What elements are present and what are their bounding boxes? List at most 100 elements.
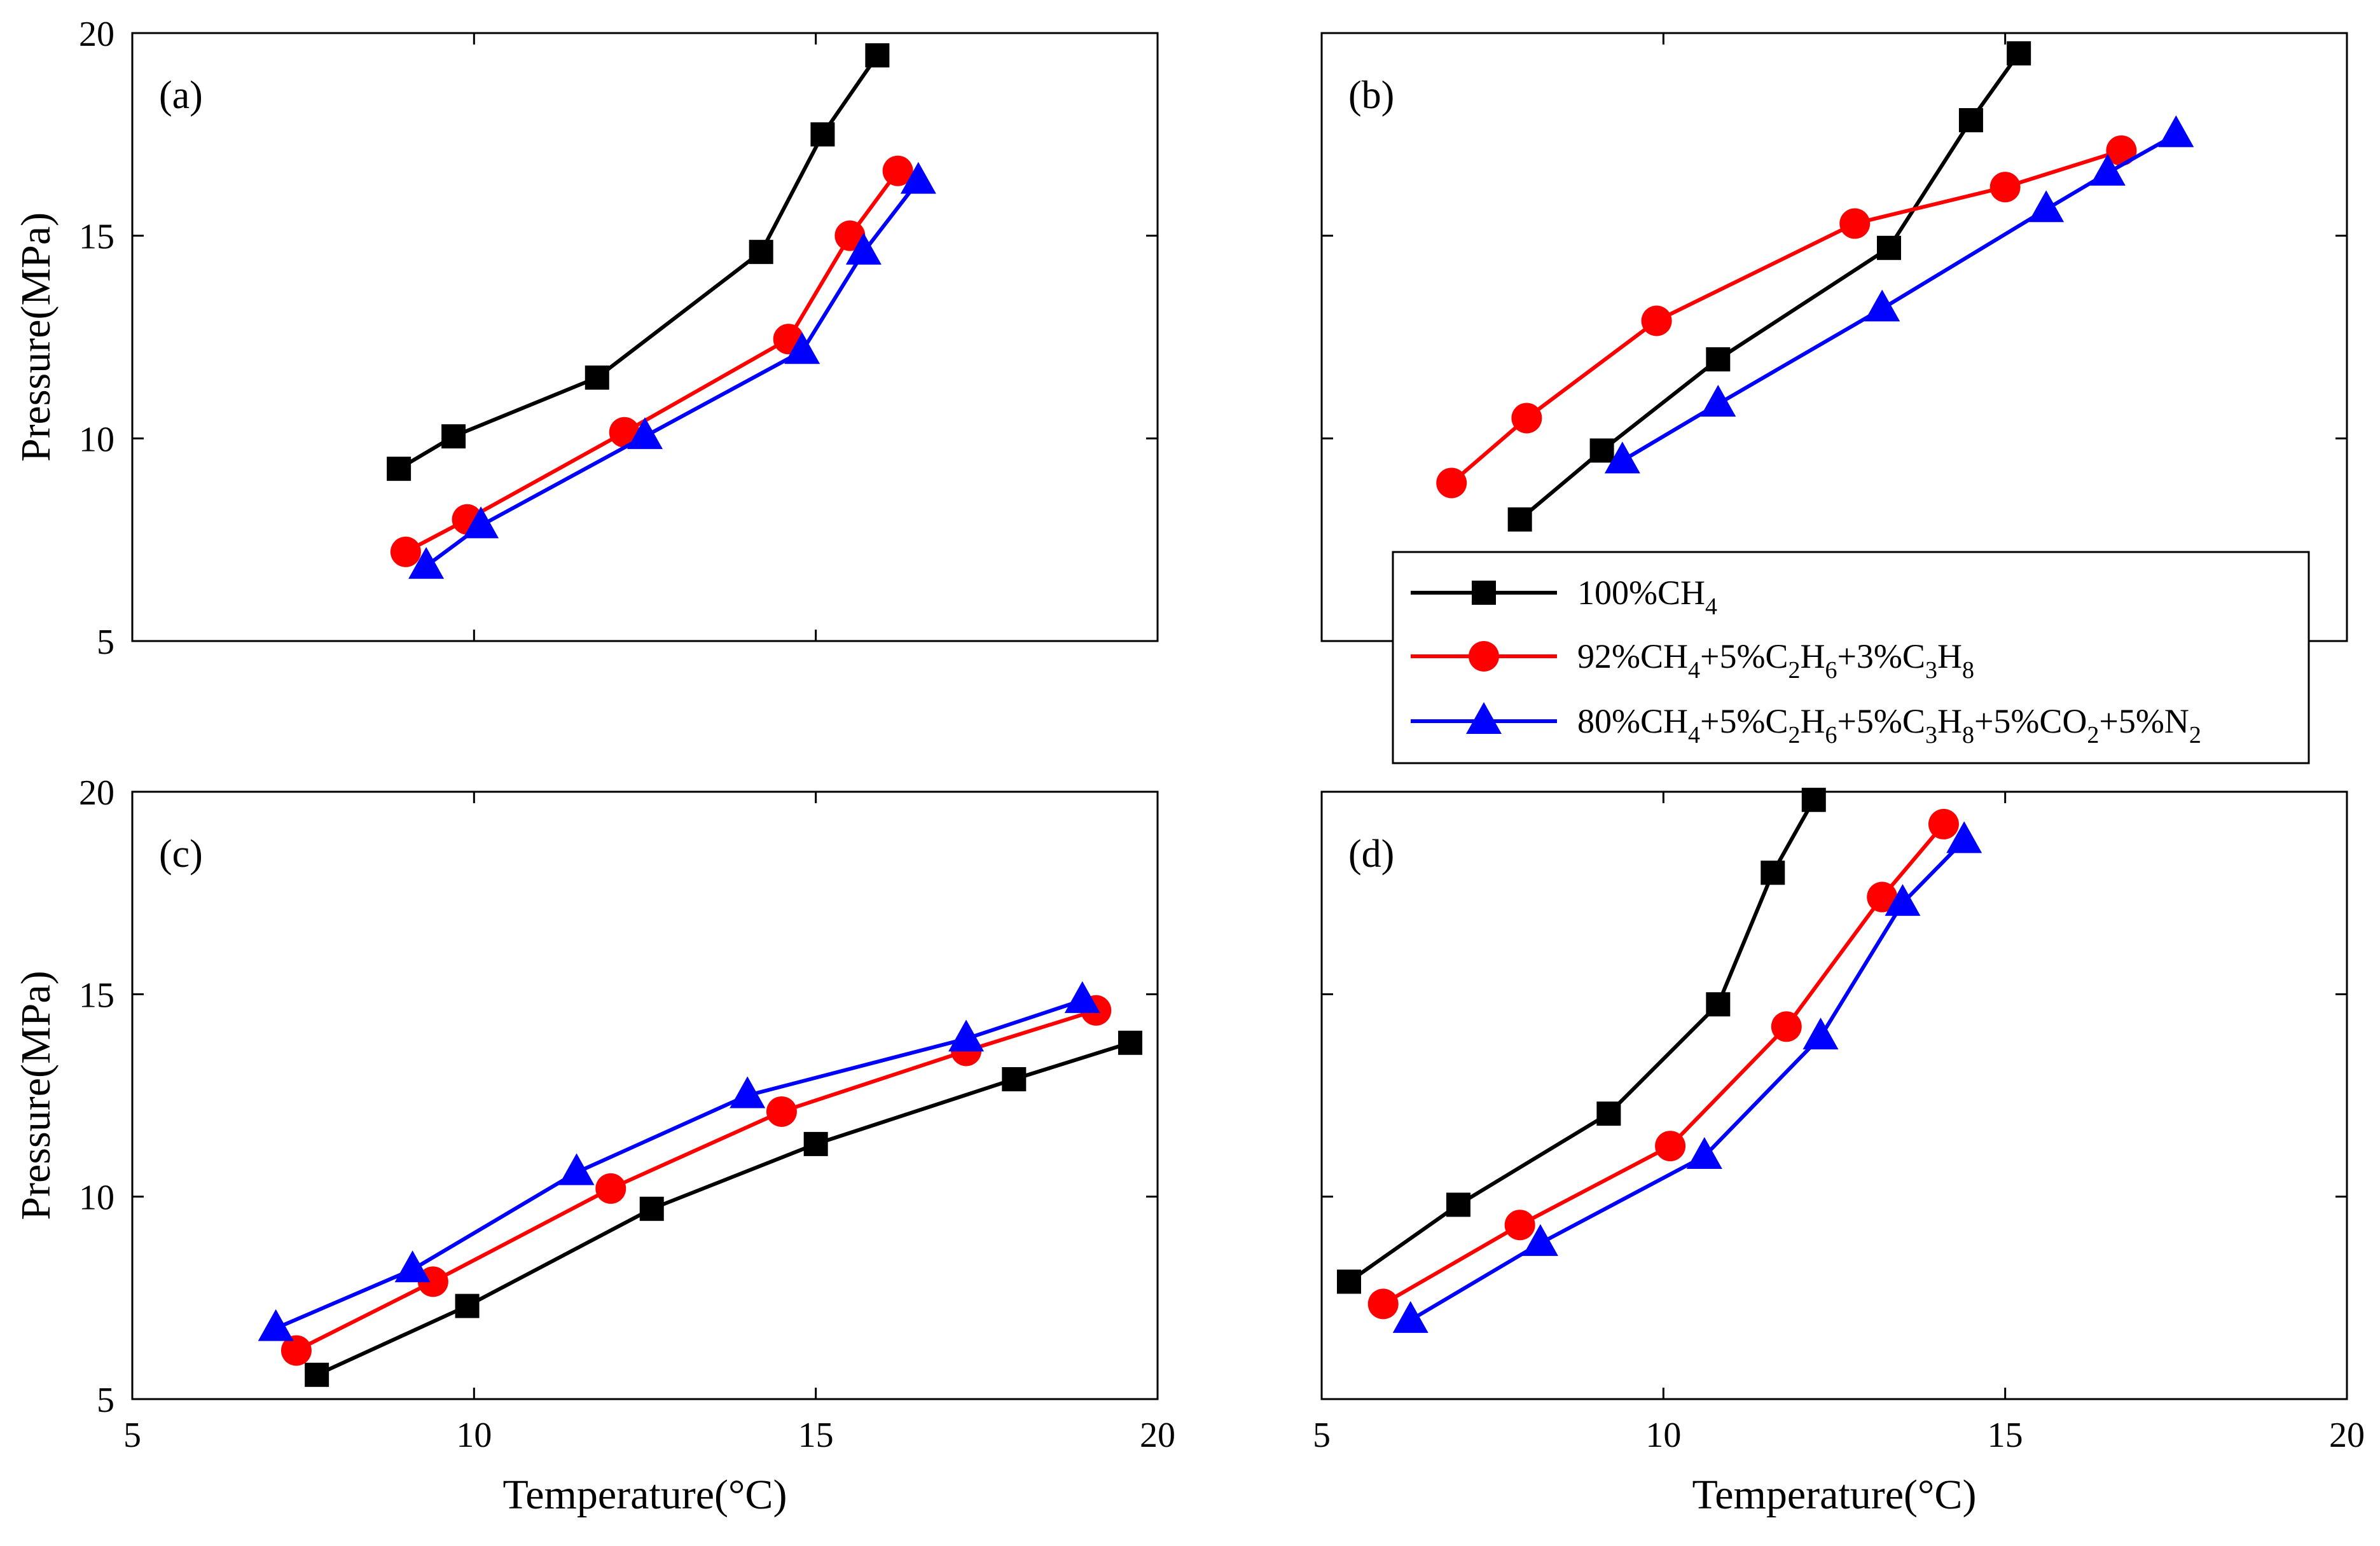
series-s2 (1367, 808, 1959, 1320)
axes-frame (1320, 790, 2348, 1400)
data-point (1507, 507, 1532, 532)
x-tick-label: 5 (1313, 1416, 1331, 1455)
y-tick-label: 15 (79, 976, 114, 1015)
data-point (1686, 1137, 1722, 1169)
y-tick-label: 20 (79, 773, 114, 813)
data-point (730, 1076, 766, 1108)
axes-frame (131, 790, 1159, 1400)
data-point (1522, 1224, 1558, 1256)
y-tick-label: 5 (97, 623, 114, 662)
data-point (1700, 385, 1736, 417)
data-point (1867, 881, 1898, 913)
data-point (609, 417, 640, 448)
y-tick-label: 15 (79, 217, 114, 257)
data-point (1511, 403, 1542, 434)
data-point (387, 457, 412, 481)
data-point (394, 1250, 431, 1283)
data-point (1928, 808, 1959, 839)
data-point (1802, 1018, 1839, 1050)
data-point (1504, 1210, 1535, 1241)
axes-frame (131, 32, 1159, 642)
panels-layer: 5 10 15 20 (a) Pressure(MPa) (b) 5 10 15 20 5 10 15 20… (13, 15, 2365, 1518)
panel-c: 5 10 15 20 5 10 15 20 (c) Temperature(°C) Pressure… (13, 773, 1175, 1518)
data-point (1706, 347, 1731, 372)
x-axis-label: Temperature(°C) (1692, 1472, 1977, 1518)
panel-b: (b) (1320, 32, 2348, 642)
data-point (1118, 1030, 1143, 1055)
legend-marker (1472, 581, 1496, 605)
series-s1 (1507, 41, 2031, 532)
data-point (749, 240, 773, 265)
data-point (1771, 1011, 1802, 1042)
x-tick-label: 5 (123, 1416, 141, 1455)
data-point (390, 536, 421, 567)
series-s3 (1604, 115, 2194, 474)
data-point (1958, 108, 1983, 133)
data-point (1946, 821, 1982, 853)
y-axis-label: Pressure(MPa) (13, 212, 59, 462)
data-point (1761, 860, 1785, 885)
data-point (1706, 992, 1731, 1017)
data-point (1596, 1101, 1621, 1126)
data-point (845, 233, 882, 265)
series-line (1409, 839, 1966, 1322)
series-s2 (390, 155, 913, 567)
panel-label: (d) (1348, 832, 1394, 876)
data-point (882, 155, 913, 186)
data-point (766, 1096, 797, 1127)
data-point (1885, 884, 1921, 916)
panel-label: (b) (1348, 74, 1394, 117)
data-point (1876, 235, 1901, 260)
series-s1 (305, 1030, 1143, 1387)
data-point (1655, 1131, 1686, 1162)
data-point (1801, 787, 1826, 812)
legend-marker (1469, 641, 1499, 672)
legend-entry-s1: 100%CH4 (1411, 574, 1717, 620)
data-point (2007, 41, 2031, 66)
data-point (1641, 305, 1672, 336)
panel-a: 5 10 15 20 (a) Pressure(MPa) (13, 15, 1159, 662)
panel-d: 5 10 15 20 (d) Temperature(°C) (1313, 787, 2365, 1518)
data-point (2106, 135, 2137, 166)
x-tick-label: 20 (2329, 1416, 2365, 1455)
series-line (1382, 822, 1946, 1306)
data-point (948, 1019, 985, 1052)
y-tick-label: 5 (97, 1381, 114, 1420)
data-point (803, 1131, 828, 1156)
series-s1 (387, 43, 890, 481)
x-tick-label: 15 (1988, 1416, 2023, 1455)
data-point (1367, 1288, 1399, 1320)
legend-label: 100%CH4 (1577, 574, 1717, 620)
panel-label: (c) (159, 832, 203, 876)
y-tick-label: 20 (79, 15, 114, 54)
data-point (1392, 1301, 1429, 1333)
data-point (2089, 153, 2126, 186)
data-point (305, 1362, 329, 1387)
data-point (784, 332, 820, 364)
data-point (1839, 208, 1871, 239)
data-point (1064, 981, 1100, 1013)
panel-label: (a) (159, 74, 203, 117)
x-tick-label: 20 (1140, 1416, 1175, 1455)
series-s1 (1336, 787, 1826, 1294)
data-point (1002, 1067, 1027, 1092)
data-point (1604, 441, 1640, 474)
legend-entry-s3: 80%CH4+5%C2H6+5%C3H8+5%CO2+5%N2 (1411, 702, 2201, 749)
x-axis-label: Temperature(°C) (503, 1472, 787, 1518)
series-s3 (1392, 821, 1982, 1333)
data-point (558, 1153, 595, 1185)
data-point (595, 1173, 626, 1204)
legend-label: 92%CH4+5%C2H6+3%C3H8 (1577, 637, 1974, 684)
data-point (585, 365, 609, 390)
legend-label: 80%CH4+5%C2H6+5%C3H8+5%CO2+5%N2 (1577, 702, 2201, 749)
data-point (280, 1335, 312, 1366)
data-point (834, 220, 866, 251)
x-tick-label: 10 (1645, 1416, 1681, 1455)
data-point (1589, 438, 1614, 463)
y-tick-label: 10 (79, 1178, 114, 1218)
data-point (1989, 172, 2021, 203)
data-point (627, 417, 663, 450)
data-point (900, 162, 936, 194)
y-axis-label: Pressure(MPa) (13, 970, 59, 1220)
data-point (1864, 289, 1900, 322)
